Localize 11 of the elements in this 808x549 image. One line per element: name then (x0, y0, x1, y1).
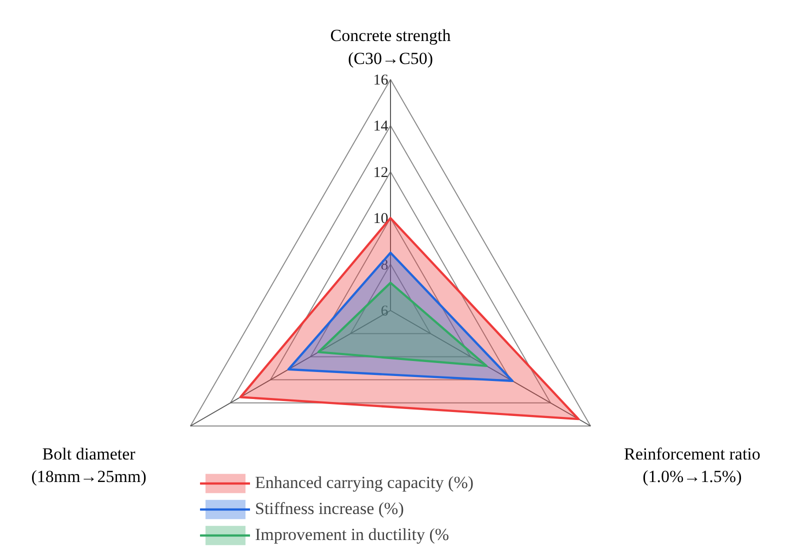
legend-label: Stiffness increase (%) (255, 499, 404, 519)
legend-label: Improvement in ductility (% (255, 525, 450, 545)
y-tick-label: 14 (373, 118, 389, 135)
y-tick-label: 6 (380, 304, 389, 320)
y-tick-label: 12 (373, 164, 388, 181)
y-tick-label: 16 (373, 72, 389, 88)
spoke-label: Concrete strength (C30→C50) (330, 26, 452, 68)
legend-label: Enhanced carrying capacity (%) (255, 473, 474, 493)
spoke-label: Reinforcement ratio (1.0%→1.5%) (624, 444, 760, 486)
y-tick-label: 10 (373, 211, 388, 228)
spoke-label: Bolt diameter (18mm→25mm) (31, 444, 146, 486)
